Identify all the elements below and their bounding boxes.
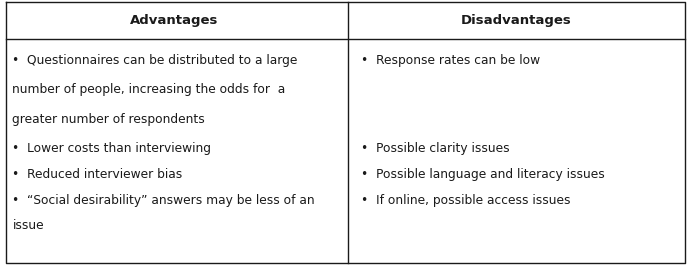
Text: •  Possible language and literacy issues: • Possible language and literacy issues xyxy=(361,168,605,181)
Text: •  Lower costs than interviewing: • Lower costs than interviewing xyxy=(12,142,211,155)
Text: •  Reduced interviewer bias: • Reduced interviewer bias xyxy=(12,168,182,181)
Text: •  Response rates can be low: • Response rates can be low xyxy=(361,54,540,67)
Text: •  Possible clarity issues: • Possible clarity issues xyxy=(361,142,510,155)
Text: Disadvantages: Disadvantages xyxy=(461,14,572,27)
Text: number of people, increasing the odds for  a: number of people, increasing the odds fo… xyxy=(12,83,285,96)
Text: issue: issue xyxy=(12,219,44,232)
Text: •  If online, possible access issues: • If online, possible access issues xyxy=(361,194,571,207)
Text: Advantages: Advantages xyxy=(130,14,218,27)
Text: •  “Social desirability” answers may be less of an: • “Social desirability” answers may be l… xyxy=(12,194,315,207)
Text: •  Questionnaires can be distributed to a large: • Questionnaires can be distributed to a… xyxy=(12,54,298,67)
Text: greater number of respondents: greater number of respondents xyxy=(12,113,205,126)
